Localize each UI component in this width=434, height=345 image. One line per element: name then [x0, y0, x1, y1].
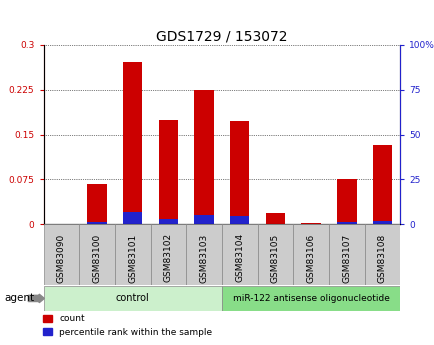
Bar	[229, 121, 249, 224]
Bar	[43, 286, 221, 310]
Bar	[336, 179, 356, 224]
Bar	[150, 224, 186, 285]
Bar	[221, 224, 257, 285]
Bar	[336, 223, 356, 224]
Bar	[293, 224, 328, 285]
Bar	[257, 224, 293, 285]
Bar	[115, 224, 150, 285]
Bar	[300, 223, 320, 224]
Text: agent: agent	[4, 294, 34, 303]
Bar	[194, 215, 214, 224]
Text: GSM83104: GSM83104	[235, 233, 243, 283]
Bar	[186, 224, 221, 285]
Bar	[122, 62, 142, 224]
Bar	[372, 145, 391, 224]
Bar	[229, 216, 249, 224]
Legend: count, percentile rank within the sample: count, percentile rank within the sample	[39, 311, 215, 341]
Bar	[372, 221, 391, 224]
Text: GSM83106: GSM83106	[306, 233, 315, 283]
Text: GSM83107: GSM83107	[342, 233, 350, 283]
Bar	[265, 214, 285, 224]
Bar	[194, 90, 214, 224]
Text: GSM83108: GSM83108	[377, 233, 386, 283]
Text: GSM83105: GSM83105	[270, 233, 279, 283]
Text: GSM83100: GSM83100	[92, 233, 101, 283]
Bar	[158, 219, 178, 224]
Title: GDS1729 / 153072: GDS1729 / 153072	[156, 30, 287, 44]
Bar	[122, 212, 142, 224]
Bar	[43, 224, 79, 285]
Text: GSM83103: GSM83103	[199, 233, 208, 283]
Text: GSM83101: GSM83101	[128, 233, 137, 283]
Bar	[87, 184, 107, 224]
Bar	[87, 222, 107, 224]
Bar	[328, 224, 364, 285]
Bar	[158, 120, 178, 224]
Text: control: control	[115, 294, 149, 303]
Text: GSM83102: GSM83102	[164, 233, 172, 283]
Text: GSM83090: GSM83090	[57, 233, 66, 283]
Text: miR-122 antisense oligonucleotide: miR-122 antisense oligonucleotide	[232, 294, 388, 303]
Bar	[79, 224, 115, 285]
Bar	[221, 286, 399, 310]
Bar	[364, 224, 399, 285]
